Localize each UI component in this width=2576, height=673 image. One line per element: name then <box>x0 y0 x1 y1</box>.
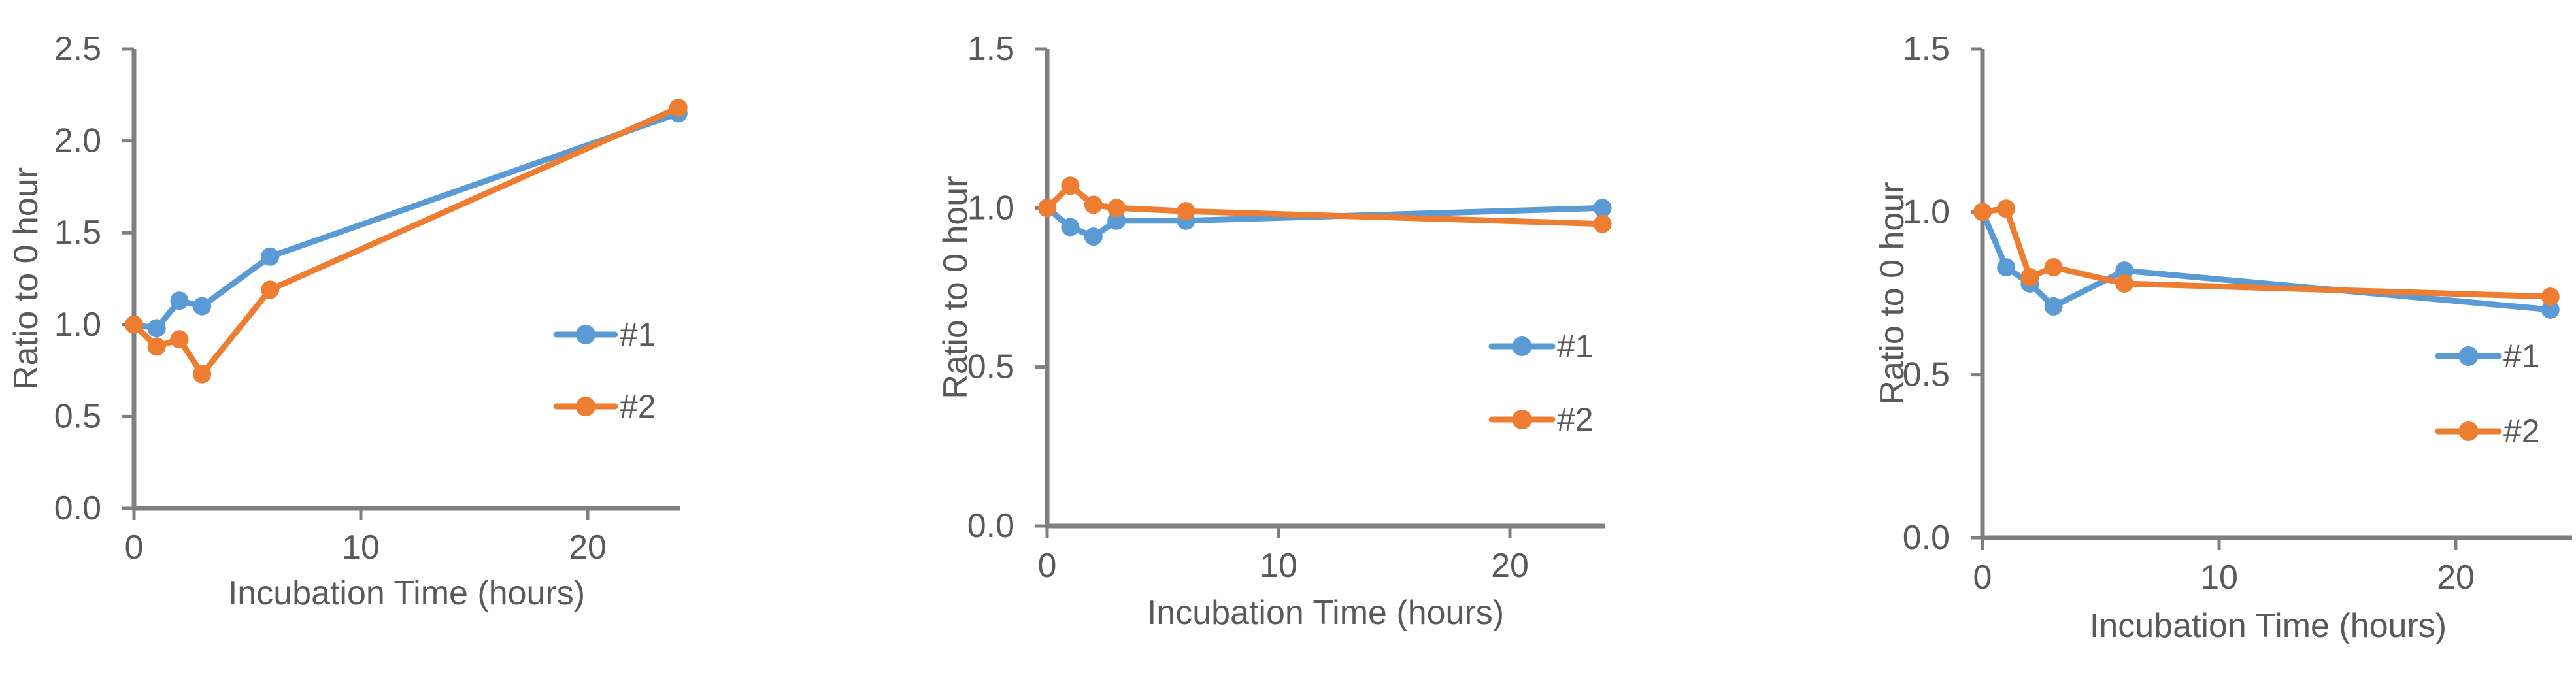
legend-item-#2: #2 <box>553 388 656 425</box>
series-marker-#1 <box>2044 297 2063 316</box>
series-marker-#1 <box>1061 218 1080 237</box>
series-line-#1 <box>1979 208 2554 313</box>
series-marker-#2 <box>1038 199 1056 218</box>
legend-label: #2 <box>620 388 656 425</box>
legend-marker-icon <box>2458 421 2479 441</box>
x-tick-label: 20 <box>1491 547 1529 585</box>
series-marker-#1 <box>193 297 212 316</box>
series-marker-#2 <box>1084 195 1103 214</box>
legend-label: #1 <box>620 316 656 353</box>
y-axis-title: Ratio to 0 hour <box>7 167 45 390</box>
legend-label: #1 <box>1557 328 1594 365</box>
x-tick-label: 10 <box>342 529 380 566</box>
series-marker-#2 <box>2044 258 2063 277</box>
legend-label: #1 <box>2503 338 2540 374</box>
y-tick-label: 0.5 <box>967 348 1014 386</box>
series-marker-#2 <box>1973 203 1992 222</box>
series-marker-#2 <box>125 315 143 334</box>
y-tick-label: 1.0 <box>967 189 1014 227</box>
legend-marker-icon <box>1512 336 1532 356</box>
legend: #1 #2 <box>1488 328 1594 438</box>
legend-item-#1: #1 <box>553 316 656 353</box>
series-marker-#2 <box>2115 274 2134 293</box>
y-tick-label: 2.5 <box>54 30 101 68</box>
x-tick-label: 10 <box>1260 547 1297 585</box>
series-marker-#2 <box>193 365 212 384</box>
series-marker-#2 <box>261 280 280 299</box>
y-axis-title: Ratio to 0 hour <box>1873 182 1911 404</box>
y-tick-label: 1.0 <box>1903 193 1950 231</box>
series-marker-#2 <box>1593 214 1612 233</box>
x-tick-label: 0 <box>125 529 144 566</box>
x-tick-label: 20 <box>569 529 607 566</box>
series-marker-#2 <box>1997 199 2016 218</box>
series-marker-#1 <box>1593 199 1612 218</box>
legend-item-#2: #2 <box>2435 413 2540 450</box>
chart-panel-2: 0.0 0.5 1.0 1.5 0 10 20 Incubation Time (hours)… <box>937 30 1612 632</box>
legend-marker-icon <box>2458 346 2479 366</box>
y-axis-title: Ratio to 0 hour <box>937 176 975 399</box>
x-tick-label: 0 <box>1973 559 1992 597</box>
y-tick-label: 0.0 <box>967 507 1014 545</box>
legend-item-#2: #2 <box>1488 401 1594 438</box>
series-marker-#1 <box>261 247 280 266</box>
series-marker-#1 <box>170 291 189 310</box>
x-axis-title: Incubation Time (hours) <box>228 574 585 612</box>
y-tick-label: 1.5 <box>1903 30 1950 68</box>
series-marker-#2 <box>1061 176 1080 195</box>
series-marker-#1 <box>1084 227 1103 246</box>
series-marker-#2 <box>1177 202 1196 221</box>
y-tick-label: 1.5 <box>967 30 1014 68</box>
legend: #1 #2 <box>553 316 656 425</box>
y-tick-label: 0.5 <box>54 397 101 435</box>
legend: #1 #2 <box>2435 338 2540 450</box>
series-marker-#2 <box>147 337 166 356</box>
series-marker-#1 <box>2541 300 2560 319</box>
series-marker-#2 <box>2020 268 2039 287</box>
chart-panel-3: 0.0 0.5 1.0 1.5 0 10 20 Incubation Time (hours)… <box>1873 30 2572 645</box>
legend-item-#1: #1 <box>2435 338 2540 374</box>
series-marker-#2 <box>2541 287 2560 306</box>
x-axis-title: Incubation Time (hours) <box>1147 594 1504 632</box>
x-axis-title: Incubation Time (hours) <box>2090 607 2447 645</box>
y-tick-label: 1.0 <box>54 306 101 344</box>
legend-label: #2 <box>2503 413 2540 450</box>
legend-item-#1: #1 <box>1488 328 1594 365</box>
y-tick-label: 2.0 <box>54 122 101 160</box>
legend-marker-icon <box>576 397 595 416</box>
series-marker-#1 <box>1997 258 2016 277</box>
x-tick-label: 10 <box>2200 559 2238 597</box>
legend-marker-icon <box>1512 410 1532 429</box>
series-marker-#1 <box>2115 261 2134 280</box>
legend-marker-icon <box>576 325 595 344</box>
series-marker-#2 <box>170 330 189 349</box>
series-marker-#2 <box>1107 199 1126 218</box>
chart-panel-1: 0.0 0.5 1.0 1.5 2.0 2.5 0 10 20 Incubation Time (… <box>7 30 688 612</box>
x-tick-label: 0 <box>1038 547 1057 585</box>
series-marker-#1 <box>147 319 166 338</box>
x-tick-label: 20 <box>2437 559 2475 597</box>
y-tick-label: 0.0 <box>1903 519 1950 557</box>
y-tick-label: 0.0 <box>54 489 101 527</box>
series-marker-#1 <box>1107 211 1126 230</box>
y-tick-label: 0.5 <box>1903 356 1950 394</box>
legend-label: #2 <box>1557 401 1594 438</box>
y-tick-label: 1.5 <box>54 214 101 252</box>
series-marker-#2 <box>669 99 688 117</box>
